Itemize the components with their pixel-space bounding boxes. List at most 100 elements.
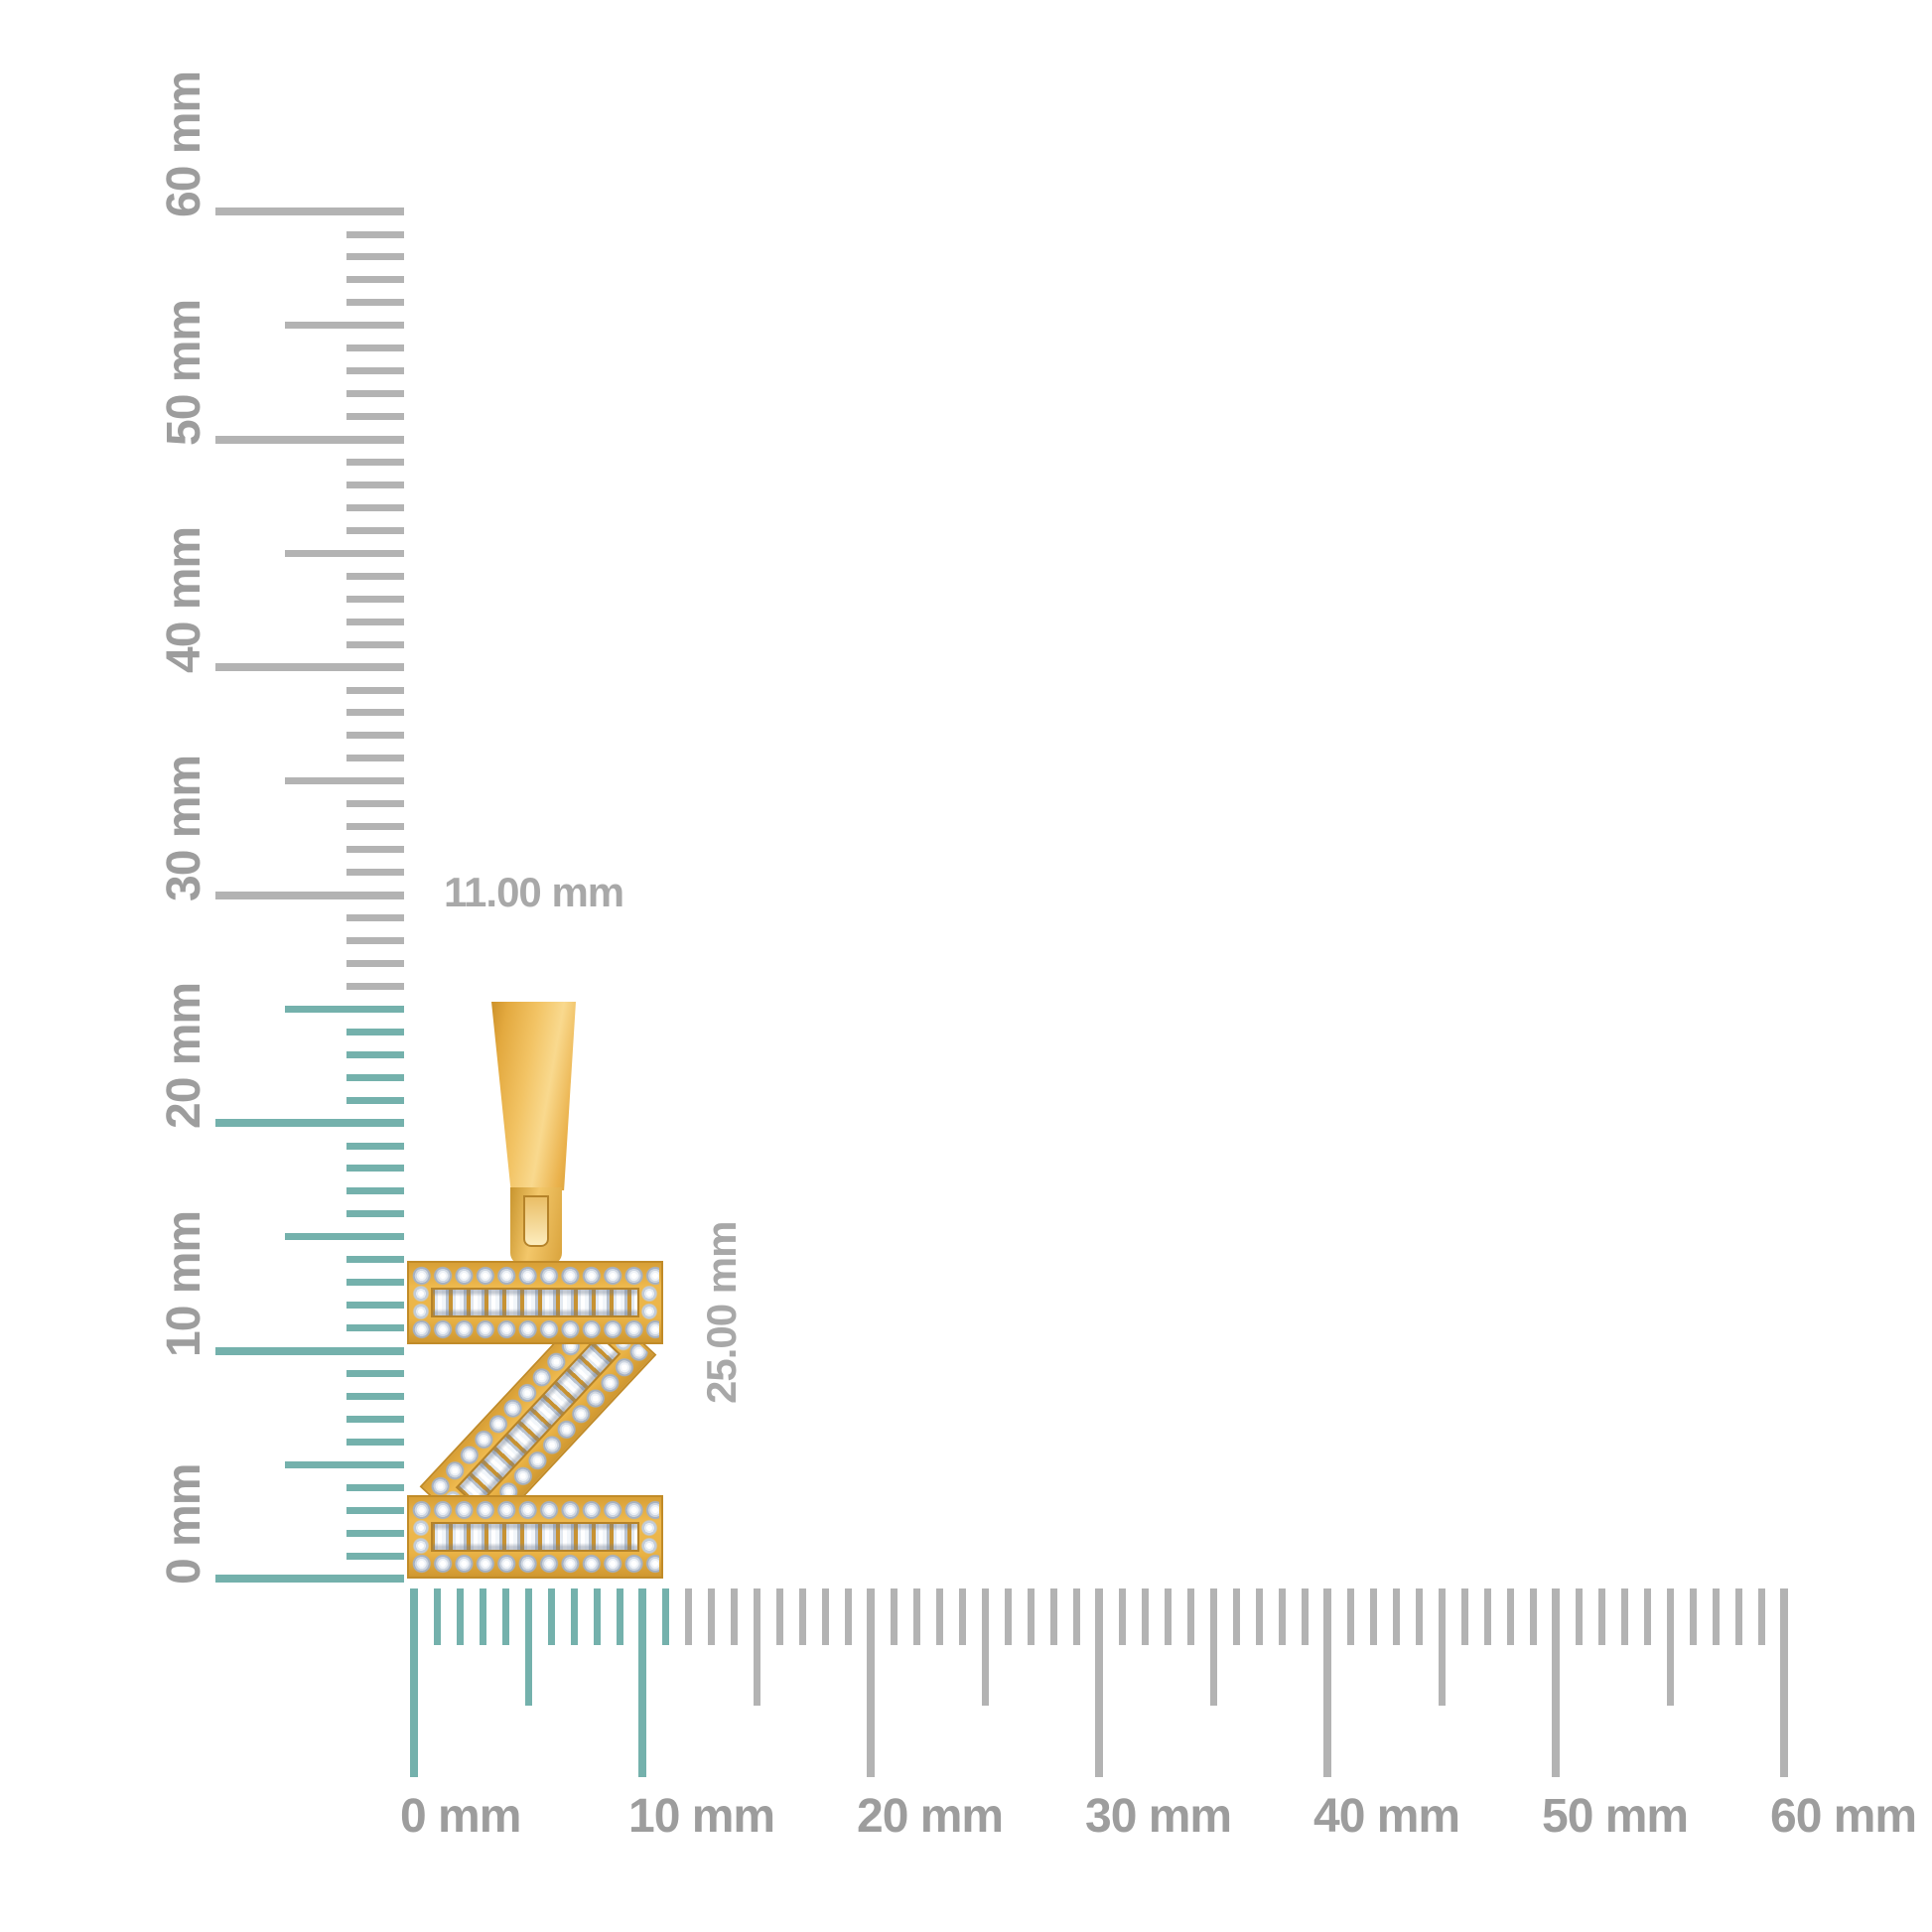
baguette-diamond-row	[440, 1317, 636, 1524]
z-bottom-bar	[407, 1495, 663, 1579]
horizontal-ruler-tick	[730, 1588, 738, 1645]
vertical-ruler-tick	[346, 1483, 404, 1491]
vertical-ruler-tick	[346, 299, 404, 307]
vertical-ruler-tick	[215, 891, 404, 899]
vertical-ruler-tick	[346, 1050, 404, 1058]
vertical-ruler-label: 60 mm	[158, 70, 210, 217]
horizontal-ruler-tick	[1575, 1588, 1583, 1645]
horizontal-ruler-tick	[1620, 1588, 1628, 1645]
round-diamond-end	[412, 1285, 430, 1320]
horizontal-ruler-tick	[935, 1588, 943, 1645]
horizontal-ruler-tick	[1004, 1588, 1012, 1645]
vertical-ruler-tick	[285, 1460, 404, 1468]
vertical-ruler-tick	[346, 1529, 404, 1537]
horizontal-ruler-tick	[707, 1588, 715, 1645]
horizontal-ruler-tick	[912, 1588, 920, 1645]
vertical-ruler-tick	[346, 459, 404, 466]
z-top-bar	[407, 1261, 663, 1344]
vertical-ruler-tick	[346, 686, 404, 694]
pendant-letter-z-body	[407, 1261, 663, 1579]
vertical-ruler-tick	[346, 572, 404, 580]
horizontal-ruler-tick	[1232, 1588, 1240, 1645]
vertical-ruler-tick	[346, 1256, 404, 1264]
horizontal-ruler-label: 10 mm	[628, 1790, 775, 1843]
horizontal-ruler-tick	[867, 1588, 875, 1777]
horizontal-ruler-label: 30 mm	[1085, 1790, 1232, 1843]
vertical-ruler-tick	[346, 1165, 404, 1173]
vertical-ruler-tick	[346, 413, 404, 420]
horizontal-ruler-tick	[1689, 1588, 1697, 1645]
vertical-ruler-tick	[346, 1415, 404, 1423]
vertical-ruler-tick	[346, 869, 404, 877]
horizontal-ruler-tick	[753, 1588, 760, 1706]
vertical-ruler-tick	[346, 503, 404, 511]
horizontal-ruler-tick	[1757, 1588, 1765, 1645]
horizontal-ruler-label: 60 mm	[1770, 1790, 1917, 1843]
horizontal-ruler-tick	[981, 1588, 989, 1706]
vertical-ruler-tick	[346, 390, 404, 398]
horizontal-ruler-tick	[1209, 1588, 1217, 1706]
horizontal-ruler-tick	[958, 1588, 966, 1645]
vertical-ruler-tick	[346, 800, 404, 808]
vertical-ruler-tick	[346, 1302, 404, 1310]
horizontal-ruler-tick	[501, 1588, 509, 1645]
horizontal-ruler-tick	[1392, 1588, 1400, 1645]
horizontal-ruler-tick	[524, 1588, 532, 1706]
vertical-ruler-tick	[346, 1324, 404, 1331]
vertical-ruler-tick	[346, 1210, 404, 1218]
vertical-ruler-tick	[346, 1028, 404, 1035]
horizontal-ruler-tick	[1095, 1588, 1103, 1777]
horizontal-ruler-tick	[570, 1588, 578, 1645]
vertical-ruler-label: 50 mm	[158, 299, 210, 446]
horizontal-ruler-tick	[684, 1588, 692, 1645]
vertical-ruler-tick	[285, 322, 404, 330]
vertical-ruler-tick	[346, 982, 404, 990]
horizontal-ruler-tick	[1506, 1588, 1514, 1645]
vertical-ruler-tick	[346, 276, 404, 284]
vertical-ruler-tick	[346, 526, 404, 534]
vertical-ruler-label: 30 mm	[158, 755, 210, 901]
vertical-ruler-tick	[346, 846, 404, 854]
horizontal-ruler-tick	[1734, 1588, 1742, 1645]
horizontal-ruler-tick	[1643, 1588, 1651, 1645]
vertical-ruler-tick	[346, 595, 404, 603]
horizontal-ruler-tick	[1278, 1588, 1286, 1645]
vertical-ruler-tick	[285, 549, 404, 557]
vertical-ruler-tick	[346, 1438, 404, 1446]
horizontal-ruler-tick	[1460, 1588, 1468, 1645]
vertical-ruler-tick	[285, 1233, 404, 1241]
horizontal-ruler-tick	[1164, 1588, 1172, 1645]
vertical-ruler-tick	[346, 253, 404, 261]
round-diamond-row	[411, 1499, 659, 1521]
vertical-ruler-tick	[346, 709, 404, 717]
horizontal-ruler-tick	[1415, 1588, 1423, 1645]
vertical-ruler-tick	[215, 207, 404, 215]
vertical-ruler-tick	[215, 435, 404, 444]
vertical-ruler-tick	[346, 1506, 404, 1514]
horizontal-ruler-tick	[1780, 1588, 1788, 1777]
vertical-ruler-tick	[285, 777, 404, 785]
vertical-ruler-tick	[346, 481, 404, 488]
vertical-ruler-tick	[346, 1370, 404, 1377]
width-dimension-label: 11.00 mm	[444, 869, 624, 915]
horizontal-ruler-tick	[410, 1588, 418, 1777]
baguette-diamond-row	[412, 1519, 658, 1555]
vertical-ruler-tick	[346, 345, 404, 352]
vertical-ruler-tick	[346, 732, 404, 740]
vertical-ruler-tick	[346, 367, 404, 375]
round-diamond-end	[640, 1519, 658, 1555]
vertical-ruler-tick	[346, 1392, 404, 1400]
round-diamond-end	[412, 1519, 430, 1555]
vertical-ruler-label: 20 mm	[158, 982, 210, 1129]
vertical-ruler-tick	[346, 914, 404, 921]
horizontal-ruler-label: 20 mm	[857, 1790, 1004, 1843]
vertical-ruler-tick	[215, 663, 404, 671]
vertical-ruler-tick	[346, 823, 404, 831]
horizontal-ruler-tick	[1597, 1588, 1605, 1645]
horizontal-ruler-tick	[1072, 1588, 1080, 1645]
horizontal-ruler-tick	[1712, 1588, 1720, 1645]
pendant-bail	[491, 1002, 576, 1190]
horizontal-ruler-tick	[1438, 1588, 1446, 1706]
horizontal-ruler-tick	[1529, 1588, 1537, 1645]
